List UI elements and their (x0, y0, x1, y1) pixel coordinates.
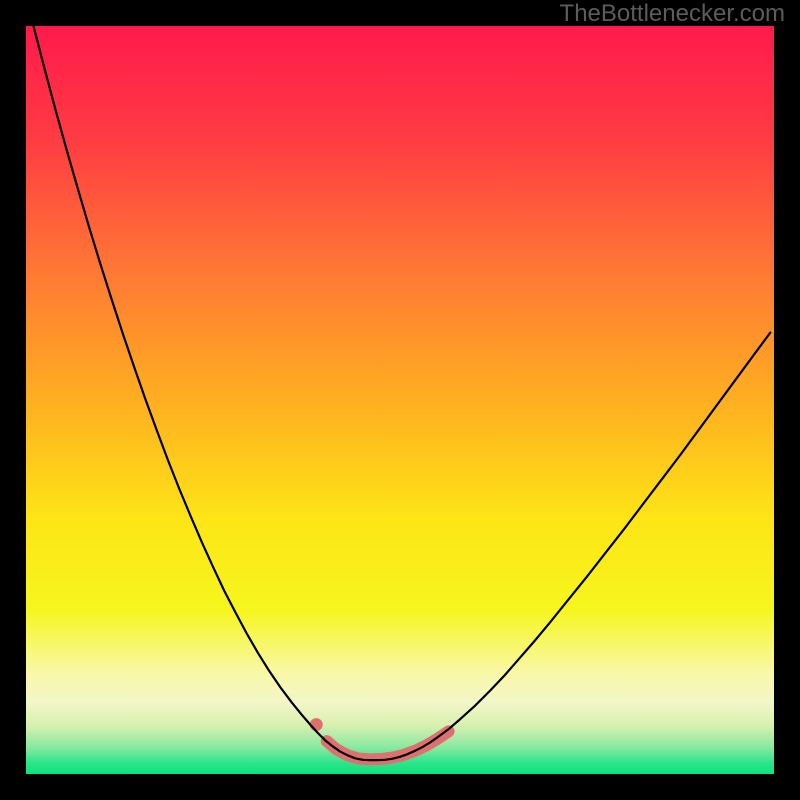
bottleneck-curve-chart (0, 0, 800, 800)
chart-frame: TheBottlenecker.com (0, 0, 800, 800)
gradient-background (26, 26, 774, 774)
